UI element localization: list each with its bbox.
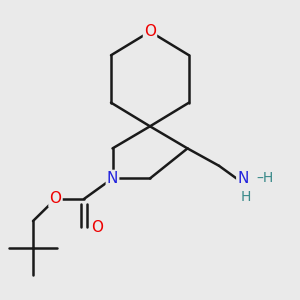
Text: H: H: [241, 190, 251, 204]
Text: N: N: [237, 171, 249, 186]
Text: O: O: [92, 220, 104, 235]
Text: N: N: [107, 171, 118, 186]
Text: –H: –H: [256, 171, 274, 185]
Text: O: O: [144, 24, 156, 39]
Text: O: O: [50, 191, 61, 206]
